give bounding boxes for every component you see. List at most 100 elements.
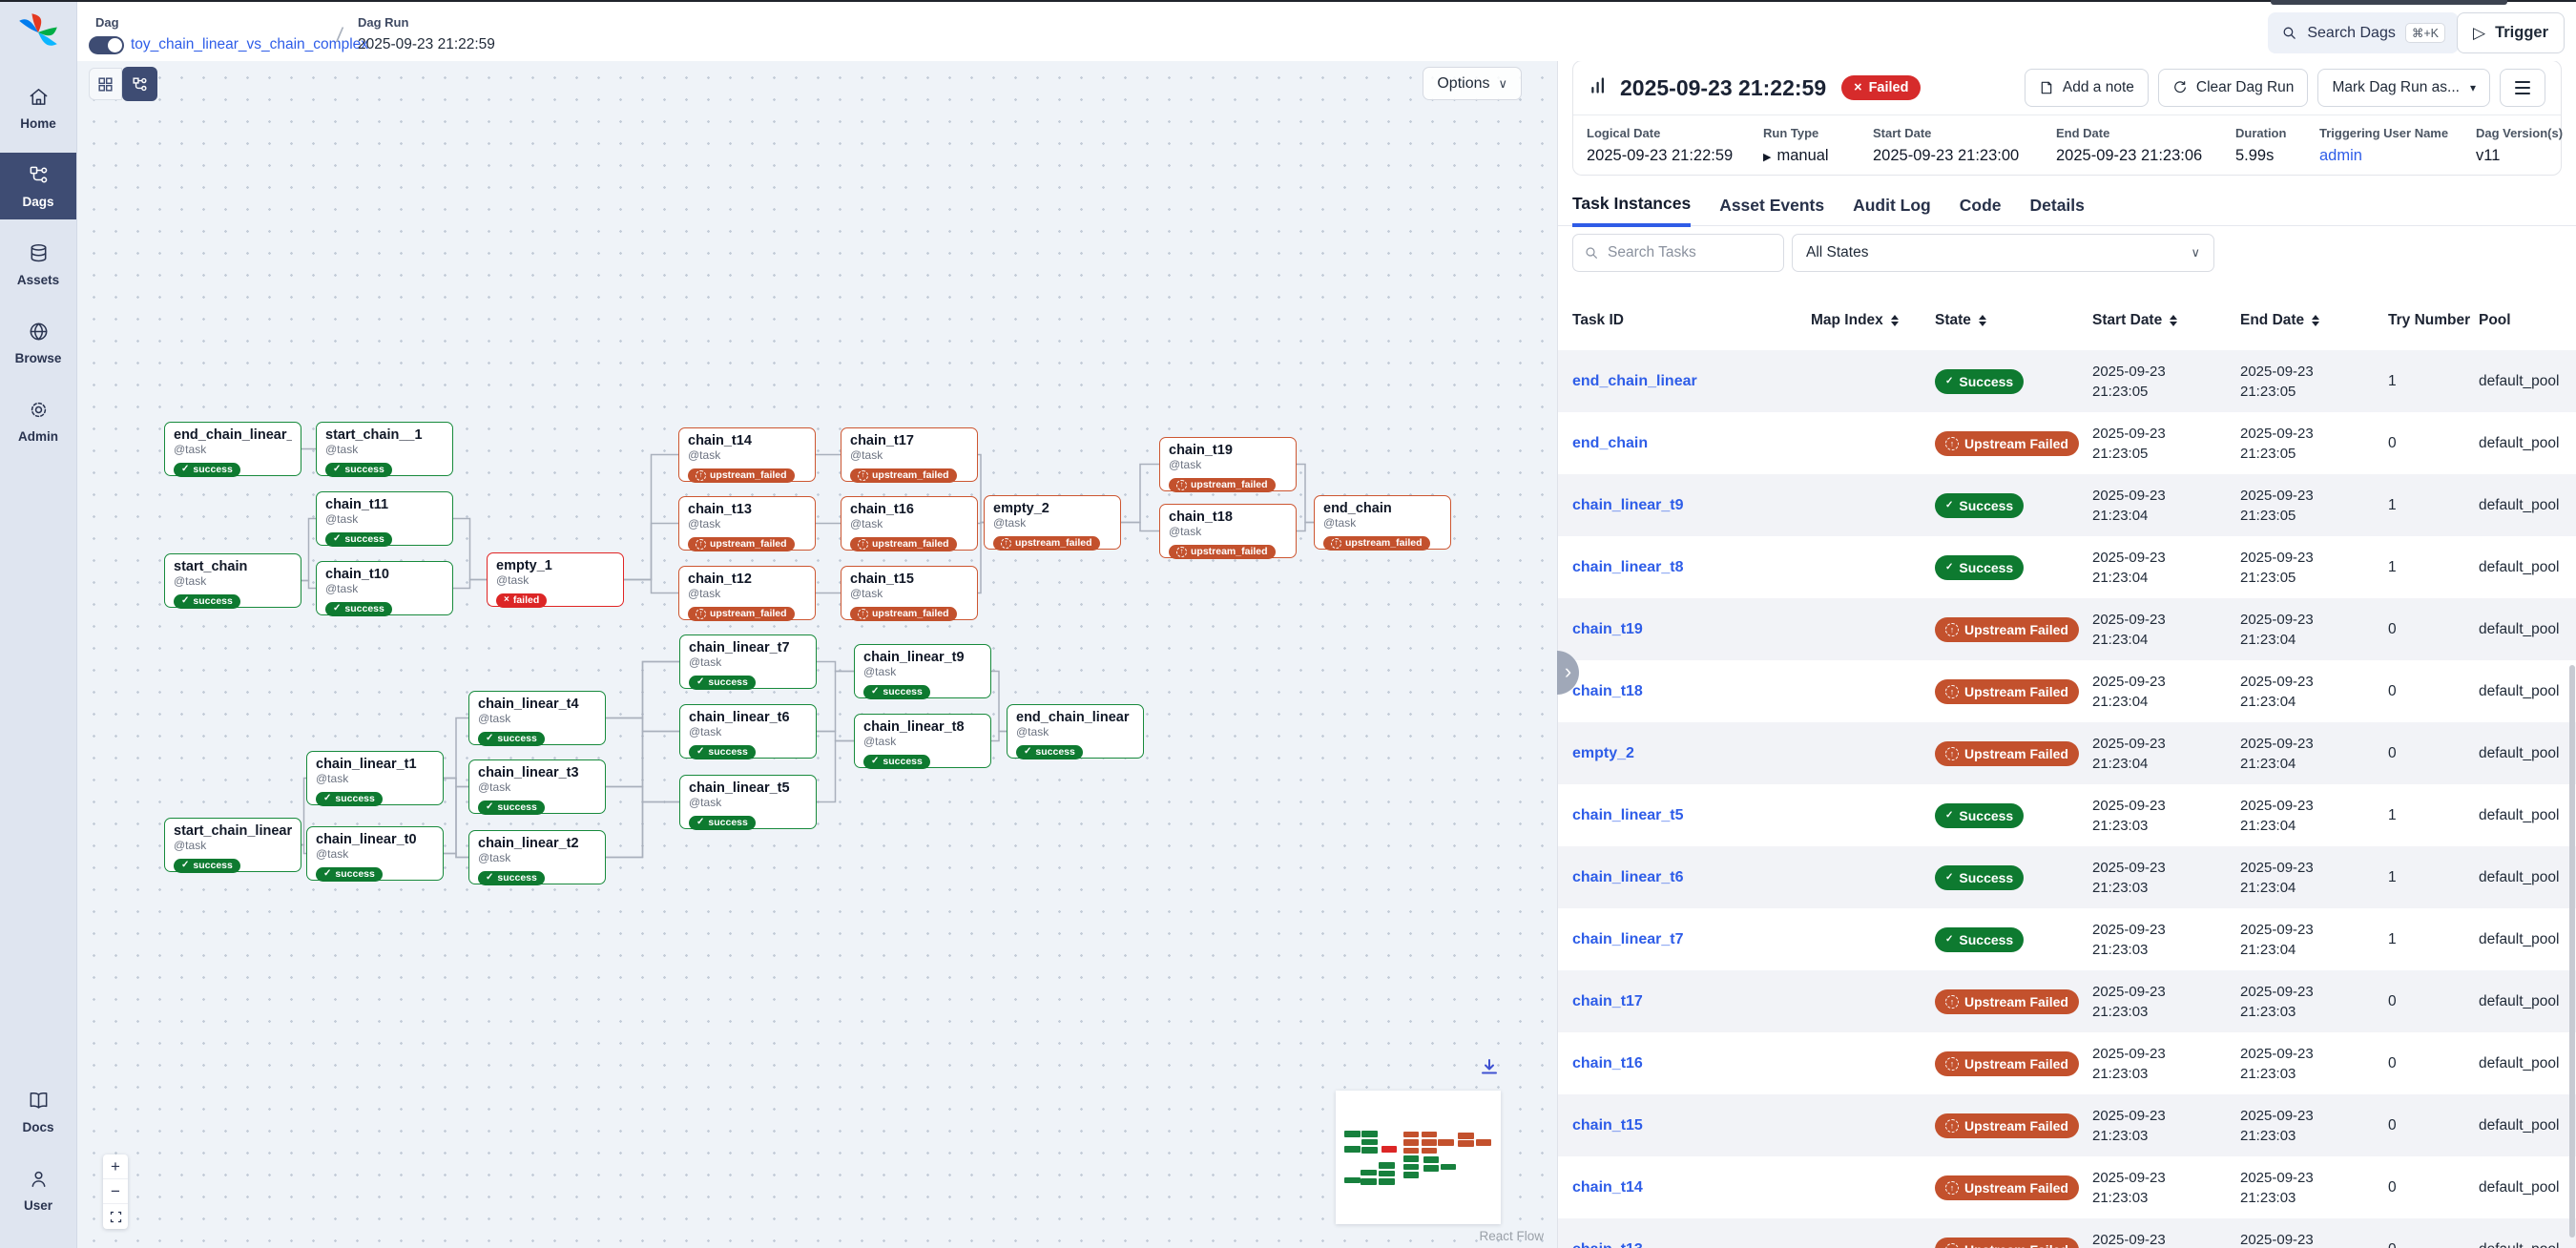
column-header-end-date[interactable]: End Date xyxy=(2240,312,2388,329)
zoom-in-button[interactable]: + xyxy=(103,1154,128,1179)
options-button[interactable]: Options ∨ xyxy=(1423,67,1522,100)
dag-name-link[interactable]: toy_chain_linear_vs_chain_complex xyxy=(131,36,369,52)
column-header-state[interactable]: State xyxy=(1935,312,2092,329)
graph-node-chain_linear_t6[interactable]: chain_linear_t6 @task ✓ success xyxy=(679,704,817,759)
task-id-link[interactable]: chain_t18 xyxy=(1572,682,1643,699)
graph-node-chain_linear_t2[interactable]: chain_linear_t2 @task ✓ success xyxy=(468,830,606,885)
search-tasks-input[interactable] xyxy=(1608,236,1779,270)
sidebar-item-dags[interactable]: Dags xyxy=(0,153,76,219)
graph-node-start_chain[interactable]: start_chain @task ✓ success xyxy=(164,553,301,609)
column-header-map-index[interactable]: Map Index xyxy=(1811,312,1935,329)
graph-node-start_chain__1[interactable]: start_chain__1 @task ✓ success xyxy=(316,422,453,477)
graph-node-chain_linear_t5[interactable]: chain_linear_t5 @task ✓ success xyxy=(679,775,817,830)
fit-view-button[interactable] xyxy=(103,1204,128,1229)
graph-canvas[interactable]: Options ∨ end_chain_linear__1@task✓succe… xyxy=(77,61,1557,1248)
vertical-scrollbar-thumb[interactable] xyxy=(2569,665,2575,1238)
graph-edge xyxy=(301,517,316,582)
search-dags-button[interactable]: Search Dags ⌘+K xyxy=(2268,12,2459,53)
meta-value[interactable]: admin xyxy=(2319,146,2362,164)
graph-node-chain_t15[interactable]: chain_t15 @task ↑ upstream_failed xyxy=(841,566,978,621)
graph-node-chain_t19[interactable]: chain_t19 @task ↑ upstream_failed xyxy=(1159,437,1297,492)
task-id-link[interactable]: chain_linear_t8 xyxy=(1572,558,1684,575)
tab-audit-log[interactable]: Audit Log xyxy=(1853,196,1931,215)
horizontal-scrollbar-thumb[interactable] xyxy=(2271,0,2507,5)
graph-node-chain_linear_t9[interactable]: chain_linear_t9 @task ✓ success xyxy=(854,644,991,699)
task-node-title: end_chain_linear__1 xyxy=(174,427,292,443)
graph-node-chain_t18[interactable]: chain_t18 @task ↑ upstream_failed xyxy=(1159,504,1297,559)
airflow-logo-icon[interactable] xyxy=(17,11,59,53)
sort-icon[interactable] xyxy=(2170,314,2178,327)
clear-dag-run-button[interactable]: Clear Dag Run xyxy=(2157,69,2309,107)
task-id-link[interactable]: chain_linear_t9 xyxy=(1572,496,1684,513)
graph-node-chain_linear_t7[interactable]: chain_linear_t7 @task ✓ success xyxy=(679,634,817,690)
graph-node-start_chain_linear[interactable]: start_chain_linear @task ✓ success xyxy=(164,818,301,873)
task-state-badge: ↑ upstream_failed xyxy=(1323,535,1430,551)
task-id-link[interactable]: chain_t14 xyxy=(1572,1178,1643,1196)
sidebar-item-admin[interactable]: Admin xyxy=(0,387,76,454)
zoom-out-button[interactable]: − xyxy=(103,1179,128,1204)
graph-node-end_chain[interactable]: end_chain @task ↑ upstream_failed xyxy=(1314,495,1451,551)
x-icon: × xyxy=(504,594,509,605)
graph-node-end_chain_linear__1[interactable]: end_chain_linear__1@task ✓success xyxy=(164,422,301,477)
tab-asset-events[interactable]: Asset Events xyxy=(1719,196,1825,215)
try-number-cell: 1 xyxy=(2388,806,2397,823)
minimap[interactable] xyxy=(1336,1091,1501,1224)
task-id-link[interactable]: chain_t15 xyxy=(1572,1116,1643,1134)
graph-node-empty_1[interactable]: empty_1 @task × failed xyxy=(487,552,624,608)
graph-node-end_chain_linear[interactable]: end_chain_linear @task ✓ success xyxy=(1007,704,1144,759)
task-id-link[interactable]: end_chain xyxy=(1572,434,1649,451)
sidebar-item-docs[interactable]: Docs xyxy=(0,1078,76,1145)
sidebar-item-assets[interactable]: Assets xyxy=(0,231,76,298)
sidebar-item-user[interactable]: User xyxy=(0,1156,76,1223)
graph-node-chain_t14[interactable]: chain_t14 @task ↑ upstream_failed xyxy=(678,427,816,483)
graph-node-chain_linear_t8[interactable]: chain_linear_t8 @task ✓ success xyxy=(854,714,991,769)
task-id-link[interactable]: chain_linear_t7 xyxy=(1572,930,1684,947)
check-icon: ✓ xyxy=(1945,561,1954,572)
search-tasks-field[interactable] xyxy=(1572,234,1784,272)
graph-node-chain_linear_t1[interactable]: chain_linear_t1 @task ✓ success xyxy=(306,751,444,806)
end-date-cell: 2025-09-23 21:23:04 xyxy=(2240,859,2314,896)
graph-edge xyxy=(453,517,487,581)
task-id-link[interactable]: chain_t19 xyxy=(1572,620,1643,637)
sort-icon[interactable] xyxy=(1978,314,1986,327)
graph-node-chain_t11[interactable]: chain_t11 @task ✓ success xyxy=(316,491,453,547)
download-graph-button[interactable] xyxy=(1478,1057,1503,1082)
state-filter-select[interactable]: All States ∨ xyxy=(1792,234,2214,272)
task-id-link[interactable]: chain_t17 xyxy=(1572,992,1643,1009)
grid-view-button[interactable] xyxy=(89,68,122,100)
mark-dag-run-as-button[interactable]: Mark Dag Run as... ▾ xyxy=(2317,69,2490,107)
tab-details[interactable]: Details xyxy=(2029,196,2085,215)
add-note-button[interactable]: Add a note xyxy=(2024,69,2149,107)
more-actions-menu-button[interactable] xyxy=(2500,69,2545,107)
graph-node-chain_t13[interactable]: chain_t13 @task ↑ upstream_failed xyxy=(678,496,816,551)
task-id-link[interactable]: chain_t13 xyxy=(1572,1241,1643,1248)
graph-node-chain_linear_t0[interactable]: chain_linear_t0 @task ✓ success xyxy=(306,826,444,882)
task-id-link[interactable]: end_chain_linear xyxy=(1572,372,1697,389)
graph-node-chain_t12[interactable]: chain_t12 @task ↑ upstream_failed xyxy=(678,566,816,621)
task-id-link[interactable]: empty_2 xyxy=(1572,744,1634,761)
sort-icon[interactable] xyxy=(2312,314,2320,327)
graph-node-chain_linear_t4[interactable]: chain_linear_t4 @task ✓ success xyxy=(468,691,606,746)
task-id-link[interactable]: chain_linear_t6 xyxy=(1572,868,1684,885)
graph-node-empty_2[interactable]: empty_2 @task ↑ upstream_failed xyxy=(984,495,1121,551)
task-id-link[interactable]: chain_t16 xyxy=(1572,1054,1643,1071)
task-node-title: chain_linear_t2 xyxy=(478,836,579,851)
task-node-title: chain_t13 xyxy=(688,502,752,517)
column-header-start-date[interactable]: Start Date xyxy=(2092,312,2240,329)
sidebar-item-browse[interactable]: Browse xyxy=(0,309,76,376)
graph-node-chain_t16[interactable]: chain_t16 @task ↑ upstream_failed xyxy=(841,496,978,551)
panel-collapse-handle[interactable]: › xyxy=(1557,651,1579,695)
meta-value: ▶ manual xyxy=(1763,146,1829,164)
graph-node-chain_linear_t3[interactable]: chain_linear_t3 @task ✓ success xyxy=(468,759,606,815)
tab-task-instances[interactable]: Task Instances xyxy=(1572,189,1692,227)
tab-code[interactable]: Code xyxy=(1959,196,2002,215)
graph-view-button[interactable] xyxy=(122,67,157,101)
graph-node-chain_t17[interactable]: chain_t17 @task ↑ upstream_failed xyxy=(841,427,978,483)
task-id-link[interactable]: chain_linear_t5 xyxy=(1572,806,1684,823)
dag-pause-toggle[interactable] xyxy=(89,36,124,54)
sidebar-item-home[interactable]: Home xyxy=(0,74,76,141)
trigger-button[interactable]: ▷ Trigger xyxy=(2456,12,2565,53)
sort-icon[interactable] xyxy=(1890,314,1899,327)
graph-node-chain_t10[interactable]: chain_t10 @task ✓ success xyxy=(316,561,453,616)
state-cell: ↑Upstream Failed xyxy=(1935,1113,2092,1138)
